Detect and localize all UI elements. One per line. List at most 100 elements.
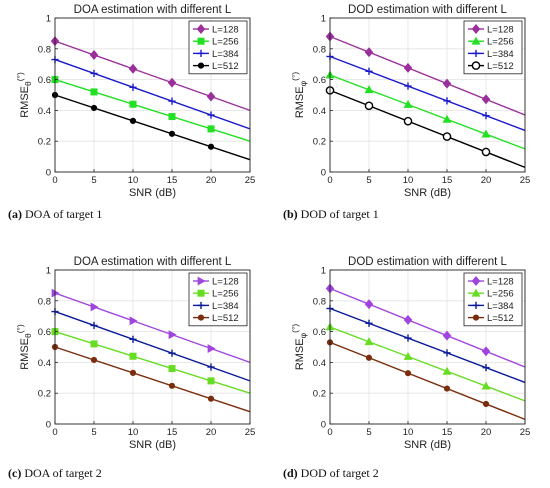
chart-d-ytick-label-0: 0	[321, 420, 326, 431]
chart-d-series-0-point-4	[481, 346, 491, 357]
chart-b-title: DOD estimation with different L	[348, 4, 508, 16]
chart-d-series-1	[325, 322, 526, 402]
caption-a-label: (a)	[8, 207, 22, 221]
chart-c-series-2-point-1	[90, 321, 98, 330]
chart-a-series-0-point-1	[89, 49, 99, 60]
chart-a-series-2-point-3	[168, 97, 176, 105]
chart-d-series-0-point-3	[442, 330, 452, 341]
chart-b-legend-marker-3	[471, 61, 481, 70]
chart-a-series-1-point-3	[168, 113, 176, 121]
chart-d-series-2-point-3	[443, 349, 451, 357]
chart-c-ytick-label-0: 0	[46, 420, 51, 431]
chart-c-ytick-label-3: 0.6	[38, 327, 51, 338]
chart-c-legend-marker-2	[197, 301, 205, 309]
chart-panel-d: DOD estimation with different L 0 5 10 15 20 2…	[275, 252, 550, 452]
chart-c-xlabel: SNR (dB)	[129, 439, 176, 451]
chart-a-ylabel: RMSEθ(°)	[15, 72, 33, 118]
chart-b-series-2-point-1	[365, 67, 373, 75]
chart-c-series-3-point-3	[168, 382, 176, 389]
chart-panel-b: DOD estimation with different L 0 5 10 15 20 2…	[275, 0, 550, 200]
chart-b-series-0-point-1	[364, 47, 374, 58]
chart-d-legend-label-3: L=512	[487, 313, 514, 324]
chart-c-legend-label-0: L=128	[212, 277, 239, 288]
chart-b-xtick-label-4: 20	[481, 175, 492, 186]
chart-d-ytick-label-4: 0.8	[313, 296, 326, 307]
chart-a-xtick-label-2: 10	[128, 175, 139, 186]
chart-panel-a: DOA estimation with different L 0 5 10 15 20 2…	[0, 0, 275, 200]
chart-d-title: DOD estimation with different L	[348, 256, 508, 268]
chart-d-ylabel: RMSEφ(°)	[290, 324, 308, 371]
chart-a-series-1-point-1	[90, 88, 98, 96]
chart-a-series-0-line	[54, 40, 251, 112]
chart-c-series-1-point-1	[90, 340, 98, 348]
chart-b-xlabel: SNR (dB)	[404, 187, 451, 199]
chart-a-xtick-label-5: 25	[245, 175, 256, 186]
chart-a-series-3-point-3	[168, 130, 176, 137]
chart-d-ytick-label-5: 1	[321, 266, 326, 277]
chart-c-series-3-point-1	[90, 356, 98, 364]
chart-a-series-3-point-4	[207, 143, 215, 150]
chart-b-series-2-line	[329, 55, 526, 132]
chart-b-legend-label-1: L=256	[487, 37, 514, 48]
chart-a-series-2-point-4	[207, 111, 215, 119]
chart-c-series-0-line	[54, 292, 251, 364]
chart-d-legend-marker-1	[471, 288, 481, 297]
chart-b-series-2	[326, 52, 526, 132]
chart-a-series-0-point-2	[128, 63, 138, 74]
chart-c-series-2-point-4	[207, 363, 215, 371]
chart-b-ylabel: RMSEφ(°)	[290, 72, 308, 119]
chart-a-ytick-label-2: 0.4	[38, 106, 51, 117]
chart-b-legend-marker-1	[471, 36, 481, 45]
chart-c-series-1-line	[54, 330, 251, 394]
chart-b-series-1-line	[329, 74, 526, 150]
chart-d-series-1-line	[329, 326, 526, 402]
caption-c-label: (c)	[8, 466, 22, 480]
chart-d-series-3-line	[329, 341, 526, 421]
chart-c-series-2-point-3	[168, 349, 176, 357]
chart-panel-c: DOA estimation with different L 0 5 10 15 20 2…	[0, 252, 275, 452]
chart-c-series-1-point-3	[168, 365, 176, 373]
chart-c-series-1	[51, 328, 251, 394]
chart-d-series-0	[325, 283, 526, 368]
chart-a-legend-marker-0	[196, 24, 206, 34]
chart-a-legend-label-2: L=384	[212, 49, 239, 60]
chart-c-ylabel-main: RMSE	[19, 338, 31, 370]
chart-b-ytick-label-5: 1	[321, 14, 326, 25]
chart-b-ylabel-sup: (°)	[290, 72, 300, 81]
chart-d-series-3-point-2	[404, 370, 412, 377]
chart-b-ylabel-main: RMSE	[294, 86, 306, 118]
chart-b-series-3-point-1	[364, 101, 374, 111]
chart-d-ytick-label-1: 0.2	[313, 389, 326, 400]
chart-c-series-0-point-4	[207, 344, 216, 353]
caption-b-text: DOD of target 1	[300, 207, 379, 221]
chart-c-series-0-point-3	[168, 330, 177, 340]
chart-c-series-1-point-4	[207, 377, 215, 385]
chart-a-legend-label-3: L=512	[212, 61, 239, 72]
chart-d-series-2-line	[329, 307, 526, 384]
chart-c-series-3	[51, 343, 251, 413]
chart-b-series-1-point-3	[442, 114, 452, 123]
chart-a-legend-marker-2	[197, 49, 205, 57]
chart-d-series-3-point-4	[482, 400, 490, 408]
chart-a-ylabel-main: RMSE	[19, 86, 31, 118]
chart-a-series-0	[50, 36, 251, 112]
chart-d-xtick-label-1: 5	[366, 427, 371, 438]
chart-a-legend-marker-1	[197, 37, 205, 45]
chart-a-legend-label-1: L=256	[212, 37, 239, 48]
chart-b-ytick-label-2: 0.4	[313, 106, 326, 117]
chart-d-legend-label-1: L=256	[487, 289, 514, 300]
chart-c-ylabel: RMSEθ(°)	[15, 324, 33, 370]
chart-d-series-2-point-2	[404, 334, 412, 342]
chart-b-ytick-label-0: 0	[321, 168, 326, 179]
chart-d-xtick-label-4: 20	[481, 427, 492, 438]
chart-c-series-0-point-1	[90, 302, 99, 312]
chart-a-series-2-point-1	[90, 69, 98, 78]
chart-d-frame	[329, 269, 526, 425]
chart-a-series-1	[51, 76, 251, 142]
chart-c-ytick-label-4: 0.8	[38, 296, 51, 307]
chart-a-series-3-point-2	[129, 117, 137, 124]
chart-d-ytick-label-2: 0.4	[313, 358, 326, 369]
chart-d-legend-marker-3	[472, 314, 480, 321]
